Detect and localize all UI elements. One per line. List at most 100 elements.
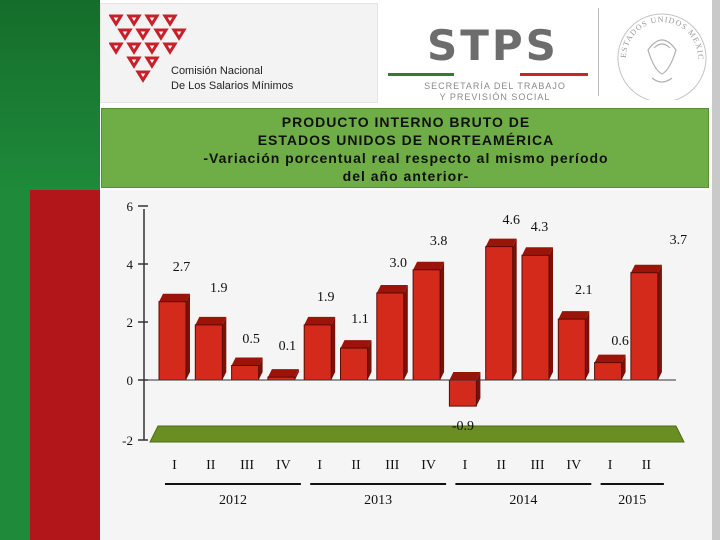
chart-floor xyxy=(149,425,685,443)
bar-side xyxy=(512,238,517,380)
stps-subtitle: SECRETARÍA DEL TRABAJO Y PREVISIÓN SOCIA… xyxy=(420,81,570,103)
bar-side xyxy=(440,261,445,380)
bar-value-label: 0.1 xyxy=(279,339,297,354)
bar-side xyxy=(331,316,336,380)
chart-title: PRODUCTO INTERNO BRUTO DE ESTADOS UNIDOS… xyxy=(102,113,710,185)
x-year-label: 2015 xyxy=(618,493,646,508)
bar xyxy=(376,292,405,381)
x-quarter-label: IV xyxy=(421,458,436,473)
bar xyxy=(630,272,659,381)
x-quarter-label: II xyxy=(642,458,652,473)
mexico-seal-icon: ESTADOS UNIDOS MEXICANOS xyxy=(612,0,707,100)
bar xyxy=(448,379,477,407)
bar-top xyxy=(159,293,190,302)
x-quarter-label: III xyxy=(385,458,399,473)
bar-side xyxy=(403,285,408,380)
bar-side xyxy=(186,293,190,380)
x-quarter-label: I xyxy=(608,458,613,473)
y-tick-label: 4 xyxy=(127,257,134,272)
chart-title-box: PRODUCTO INTERNO BRUTO DE ESTADOS UNIDOS… xyxy=(101,108,709,188)
x-quarter-label: I xyxy=(463,458,468,473)
bar xyxy=(303,324,332,381)
bar-side xyxy=(258,357,263,380)
x-year-label: 2012 xyxy=(219,493,247,508)
bar-value-label: 0.5 xyxy=(242,332,260,347)
y-tick-label: 2 xyxy=(127,315,134,330)
bar-top xyxy=(195,316,227,325)
x-year-label: 2014 xyxy=(509,493,537,508)
bar-side xyxy=(367,340,372,380)
bar-value-label: 3.0 xyxy=(390,256,408,271)
bar xyxy=(194,324,223,381)
x-quarter-label: III xyxy=(531,458,545,473)
bar-value-label: 4.6 xyxy=(502,213,520,228)
bar-top xyxy=(304,316,336,325)
bar-top xyxy=(413,261,445,270)
bar xyxy=(158,301,187,381)
bar-value-label: 1.9 xyxy=(317,290,335,305)
x-quarter-label: I xyxy=(172,458,177,473)
bar-value-label: 3.7 xyxy=(670,233,688,248)
y-tick-label: -2 xyxy=(122,433,133,448)
bar-top xyxy=(267,369,299,378)
bar-value-label: 1.1 xyxy=(351,312,369,327)
bar-value-label: 4.3 xyxy=(531,220,549,235)
left-decorative-panel xyxy=(0,0,100,540)
right-edge-strip xyxy=(712,0,720,540)
bar xyxy=(340,347,368,381)
bar-value-label: 0.6 xyxy=(611,334,629,349)
bar-side xyxy=(476,372,481,407)
x-quarter-label: IV xyxy=(276,458,291,473)
header-divider xyxy=(598,8,599,96)
x-year-label: 2013 xyxy=(364,493,392,508)
bar-top xyxy=(594,354,626,363)
y-tick-label: 6 xyxy=(127,199,134,214)
y-tick-label: 0 xyxy=(127,373,134,388)
bar xyxy=(412,269,441,381)
x-quarter-label: III xyxy=(240,458,254,473)
bar-top xyxy=(340,340,372,349)
bar-side xyxy=(294,369,299,380)
stps-sub-line-1: SECRETARÍA DEL TRABAJO xyxy=(424,81,566,91)
chart-title-line-3: -Variación porcentual real respecto al m… xyxy=(203,150,609,166)
stps-tricolor-line xyxy=(388,73,588,76)
bar-side xyxy=(657,264,662,380)
bar xyxy=(231,365,260,381)
bar-value-label: 3.8 xyxy=(430,234,448,249)
stps-title: STPS xyxy=(427,21,559,70)
bar-side xyxy=(585,311,590,380)
chart-title-line-4: del año anterior- xyxy=(342,168,470,184)
bar-value-label: -0.9 xyxy=(452,419,474,434)
bar xyxy=(521,254,550,381)
bar-top xyxy=(630,264,662,273)
bar-top xyxy=(485,238,517,247)
bar-top xyxy=(449,372,481,380)
bar xyxy=(557,318,586,381)
x-quarter-label: I xyxy=(317,458,322,473)
x-quarter-label: II xyxy=(497,458,507,473)
org-line-2: De Los Salarios Mínimos xyxy=(171,80,294,92)
bar xyxy=(594,362,623,381)
cnsm-logo-block: Comisión Nacional De Los Salarios Mínimo… xyxy=(100,3,378,103)
bar xyxy=(485,246,514,381)
org-line-1: Comisión Nacional xyxy=(171,65,263,77)
bar-side xyxy=(621,354,626,380)
bar-side xyxy=(549,247,553,380)
bar-top xyxy=(558,311,590,320)
bar-top xyxy=(522,247,553,256)
bar-top xyxy=(376,285,408,293)
x-quarter-label: II xyxy=(351,458,361,473)
cnsm-org-name: Comisión Nacional De Los Salarios Mínimo… xyxy=(171,64,293,94)
bar-value-label: 2.7 xyxy=(173,260,191,275)
chart-title-line-1: PRODUCTO INTERNO BRUTO DE xyxy=(281,114,531,130)
stps-sub-line-2: Y PREVISIÓN SOCIAL xyxy=(439,92,551,102)
x-quarter-label: IV xyxy=(566,458,581,473)
bar-top xyxy=(231,357,263,366)
chart-title-line-2: ESTADOS UNIDOS DE NORTEAMÉRICA xyxy=(257,132,555,148)
stps-logo-block: STPS SECRETARÍA DEL TRABAJO Y PREVISIÓN … xyxy=(380,3,602,103)
cnsm-logo-icon xyxy=(109,14,187,83)
bar-side xyxy=(222,316,227,380)
bar-value-label: 2.1 xyxy=(575,283,593,298)
x-quarter-label: II xyxy=(206,458,216,473)
